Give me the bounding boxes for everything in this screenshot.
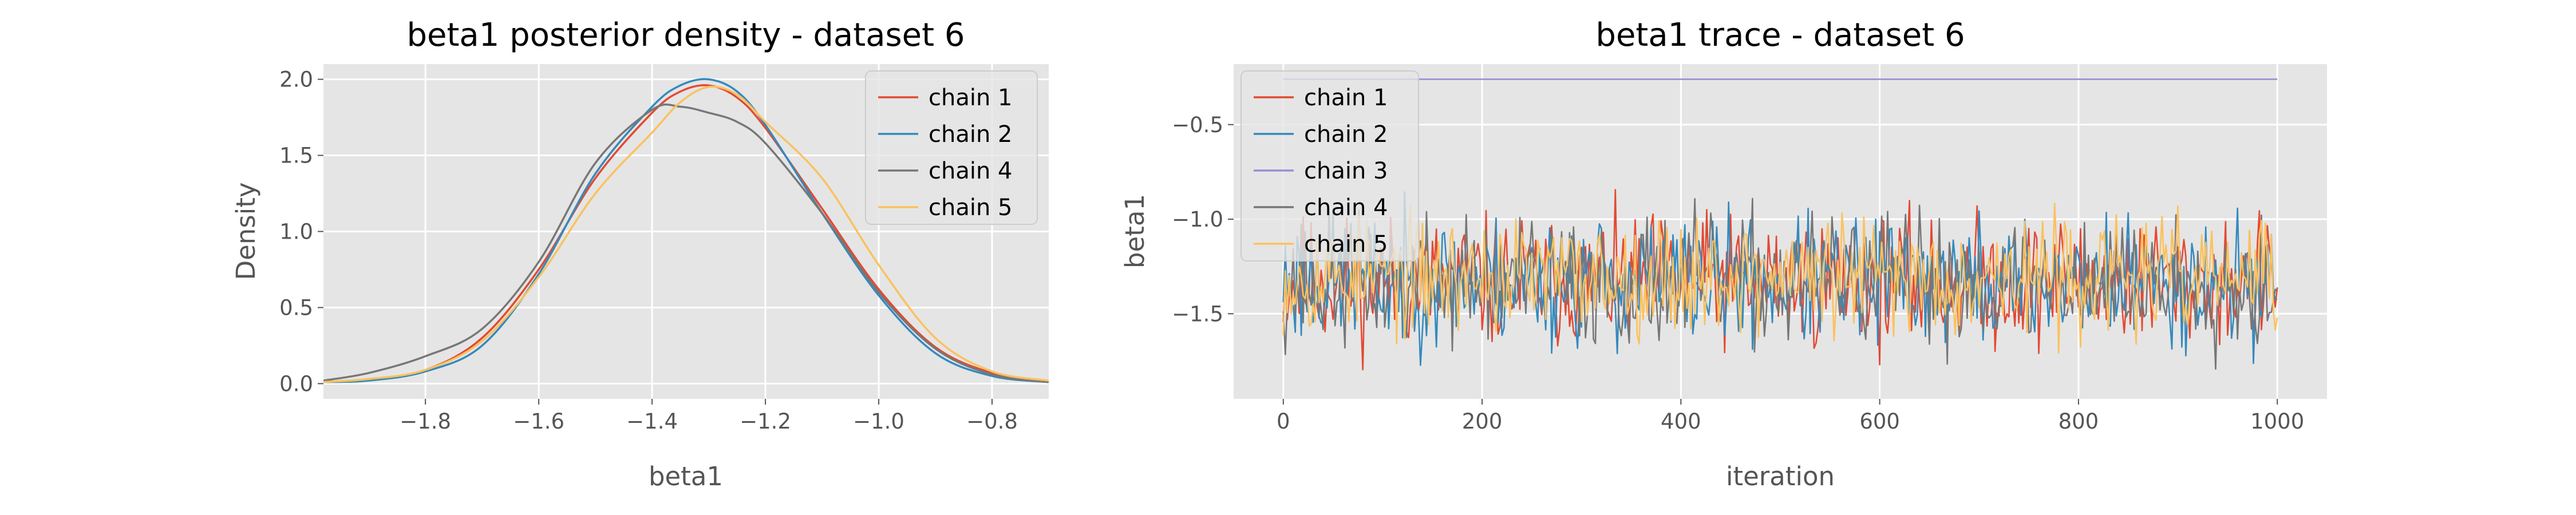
- density-legend-label-chain-2: chain 2: [929, 121, 1012, 148]
- trace-x-tick-label: 600: [1859, 409, 1900, 434]
- density-x-tick-label: −1.8: [400, 409, 451, 434]
- density-series-line-chain-2: [323, 78, 1049, 383]
- density-series-layer: [323, 78, 1049, 383]
- trace-series-line-chain-5: [1282, 203, 2278, 354]
- density-chart-title: beta1 posterior density - dataset 6: [406, 17, 965, 54]
- trace-series-layer: [1282, 78, 2278, 371]
- density-series-line-chain-5: [323, 85, 1049, 383]
- density-x-tick-label: −0.8: [966, 409, 1018, 434]
- density-legend-label-chain-4: chain 4: [929, 158, 1012, 184]
- density-legend-box: [865, 70, 1038, 225]
- density-legend-label-chain-1: chain 1: [929, 85, 1012, 111]
- trace-legend-label-chain-1: chain 1: [1304, 85, 1388, 111]
- density-series-line-chain-4: [323, 103, 1049, 383]
- trace-y-tick-label: −0.5: [1172, 113, 1223, 137]
- density-legend: chain 1 chain 2 chain 4 chain 5: [865, 70, 1038, 225]
- density-chart: −1.8 −1.6 −1.4 −1.2 −1.0 −0.8 0.0 0.5 1.0 1.5 2.0…: [231, 17, 1049, 492]
- trace-y-axis-label: beta1: [1120, 194, 1150, 268]
- trace-legend: chain 1 chain 2 chain 3 chain 4 chain 5: [1240, 70, 1419, 262]
- trace-y-ticks: −1.5 −1.0 −0.5: [1172, 113, 1234, 326]
- trace-x-tick-label: 1000: [2250, 409, 2304, 434]
- trace-legend-label-chain-3: chain 3: [1304, 158, 1388, 184]
- density-series-line-chain-1: [323, 84, 1049, 383]
- density-y-axis-label: Density: [231, 182, 261, 280]
- density-x-tick-label: −1.6: [513, 409, 564, 434]
- density-y-tick-label: 0.5: [279, 295, 313, 320]
- trace-x-axis-label: iteration: [1726, 461, 1835, 492]
- density-y-tick-label: 1.5: [279, 144, 313, 168]
- density-y-tick-label: 1.0: [279, 220, 313, 244]
- trace-y-tick-label: −1.5: [1172, 302, 1223, 326]
- density-y-tick-label: 2.0: [279, 68, 313, 92]
- trace-legend-label-chain-2: chain 2: [1304, 121, 1388, 148]
- density-x-tick-label: −1.4: [626, 409, 678, 434]
- density-legend-label-chain-5: chain 5: [929, 195, 1012, 221]
- density-x-axis-label: beta1: [649, 461, 723, 492]
- density-y-ticks: 0.0 0.5 1.0 1.5 2.0: [279, 68, 323, 396]
- trace-y-tick-label: −1.0: [1172, 207, 1223, 232]
- trace-x-tick-label: 200: [1462, 409, 1503, 434]
- density-x-ticks: −1.8 −1.6 −1.4 −1.2 −1.0 −0.8: [400, 399, 1018, 434]
- trace-x-tick-label: 400: [1661, 409, 1701, 434]
- trace-chart-title: beta1 trace - dataset 6: [1595, 17, 1965, 54]
- trace-legend-box: [1240, 70, 1419, 262]
- trace-x-tick-label: 800: [2059, 409, 2099, 434]
- trace-x-tick-label: 0: [1277, 409, 1290, 434]
- trace-chart: 0 200 400 600 800 1000 −1.5 −1.0 −0.5 beta1 tra…: [1120, 17, 2327, 492]
- density-x-tick-label: −1.0: [853, 409, 904, 434]
- trace-x-ticks: 0 200 400 600 800 1000: [1277, 399, 2304, 434]
- density-y-tick-label: 0.0: [279, 371, 313, 396]
- trace-legend-label-chain-4: chain 4: [1304, 195, 1388, 221]
- trace-legend-label-chain-5: chain 5: [1304, 231, 1388, 258]
- density-x-tick-label: −1.2: [740, 409, 791, 434]
